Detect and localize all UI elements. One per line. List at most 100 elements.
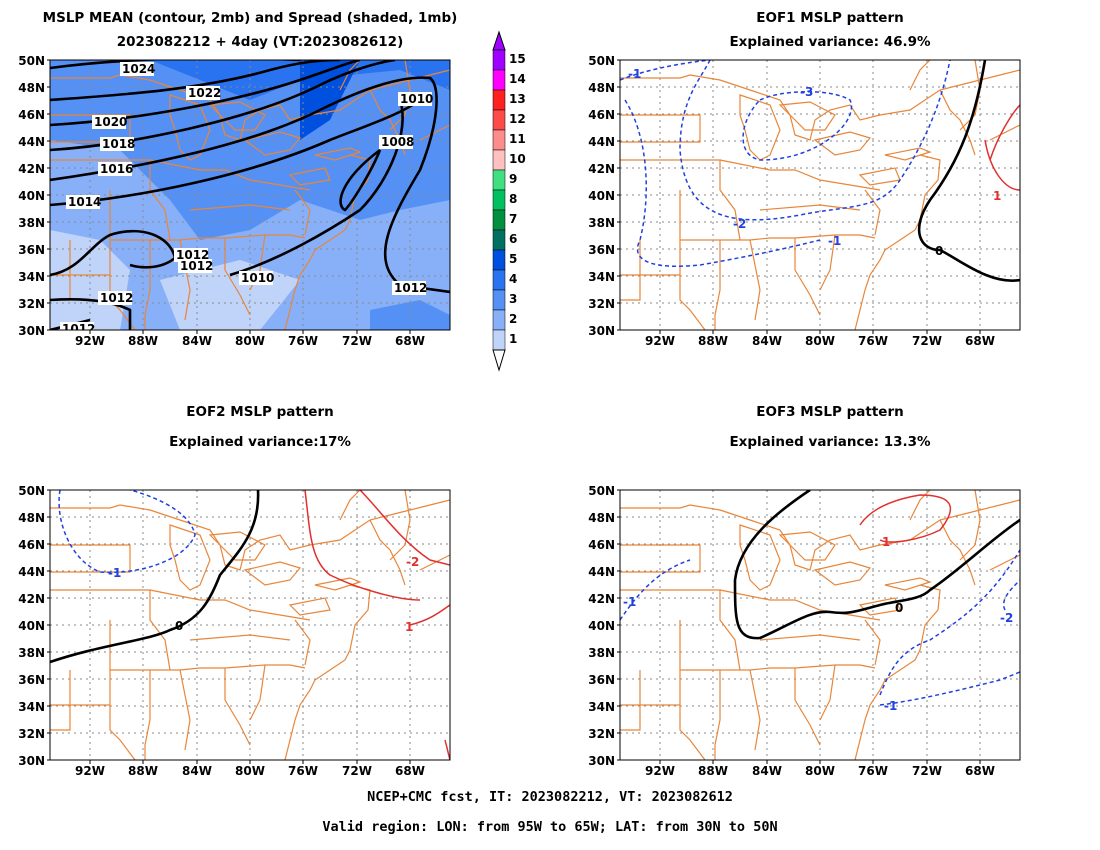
eof2-subtitle: Explained variance:17% [169, 434, 351, 450]
eof1-title: EOF1 MSLP pattern [756, 10, 904, 26]
lat-tick-label: 38N [588, 646, 615, 660]
lat-tick-label: 44N [588, 565, 615, 579]
lon-tick-label: 92W [75, 764, 105, 778]
lat-tick-label: 40N [18, 189, 45, 203]
lat-tick-label: 38N [18, 216, 45, 230]
colorbar-swatch [492, 209, 506, 231]
colorbar-label: 4 [509, 272, 517, 286]
colorbar-label: 15 [509, 52, 526, 66]
mean-subtitle: 2023082212 + 4day (VT:2023082612) [116, 34, 404, 50]
contour-label-1012a: 1012 [176, 248, 209, 262]
lat-tick-label: 36N [18, 243, 45, 257]
lat-tick-label: 42N [18, 592, 45, 606]
lat-tick-label: 32N [18, 727, 45, 741]
footer-line2: Valid region: LON: from 95W to 65W; LAT:… [322, 819, 778, 835]
eof1-label-neg1b: -1 [828, 234, 841, 248]
lat-tick-label: 30N [588, 754, 615, 768]
lon-tick-label: 84W [752, 764, 782, 778]
colorbar-swatch [492, 69, 506, 91]
lat-tick-label: 42N [18, 162, 45, 176]
eof2-label-neg2: -2 [406, 555, 419, 569]
lat-tick-label: 50N [588, 54, 615, 68]
eof1-subtitle: Explained variance: 46.9% [729, 34, 931, 50]
lat-tick-label: 30N [18, 754, 45, 768]
eof2-label-neg1: -1 [108, 566, 121, 580]
colorbar-label: 14 [509, 72, 526, 86]
colorbar-label: 13 [509, 92, 526, 106]
colorbar-label: 1 [509, 332, 517, 346]
lon-tick-label: 88W [698, 764, 728, 778]
lon-tick-label: 68W [965, 764, 995, 778]
mean-title: MSLP MEAN (contour, 2mb) and Spread (sha… [42, 10, 458, 26]
lon-tick-label: 72W [342, 764, 372, 778]
lon-tick-label: 72W [912, 334, 942, 348]
lat-tick-label: 50N [18, 54, 45, 68]
lat-tick-label: 50N [588, 484, 615, 498]
lon-tick-label: 76W [858, 764, 888, 778]
contour-label-1010b: 1010 [400, 92, 433, 106]
colorbar-swatch [492, 149, 506, 171]
lon-tick-label: 72W [912, 764, 942, 778]
eof1-label-neg1a: -1 [628, 67, 641, 81]
lat-tick-label: 48N [18, 511, 45, 525]
lon-tick-label: 88W [128, 764, 158, 778]
lon-tick-label: 84W [182, 334, 212, 348]
lat-tick-label: 46N [588, 538, 615, 552]
lat-tick-label: 48N [588, 81, 615, 95]
eof3-title: EOF3 MSLP pattern [756, 404, 904, 420]
contour-label-1012d: 1012 [394, 281, 427, 295]
eof2-label-zero: 0 [175, 619, 183, 633]
lat-tick-label: 44N [18, 135, 45, 149]
colorbar-swatch [492, 109, 506, 131]
colorbar-label: 12 [509, 112, 526, 126]
lon-tick-label: 80W [805, 334, 835, 348]
colorbar-label: 11 [509, 132, 526, 146]
colorbar-swatch [492, 89, 506, 111]
eof3-map: -1 1 0 -1 -2 [620, 490, 1020, 760]
contour-label-1008: 1008 [381, 135, 414, 149]
colorbar-swatch [492, 309, 506, 331]
lat-tick-label: 46N [18, 108, 45, 122]
lat-tick-label: 42N [588, 162, 615, 176]
lat-tick-label: 40N [18, 619, 45, 633]
lon-tick-label: 76W [858, 334, 888, 348]
eof3-label-neg2: -2 [1000, 611, 1013, 625]
colorbar-label: 3 [509, 292, 517, 306]
colorbar-swatch [492, 49, 506, 71]
eof1-map: -1 -3 -2 -1 1 0 [620, 60, 1020, 330]
lon-tick-label: 76W [288, 764, 318, 778]
colorbar-swatch [492, 249, 506, 271]
lon-tick-label: 80W [235, 334, 265, 348]
footer-line1: NCEP+CMC fcst, IT: 2023082212, VT: 20230… [367, 789, 733, 805]
colorbar-label: 8 [509, 192, 517, 206]
lat-tick-label: 44N [588, 135, 615, 149]
contour-label-1018: 1018 [102, 137, 135, 151]
colorbar-label: 9 [509, 172, 517, 186]
contour-label-1024: 1024 [122, 62, 155, 76]
eof1-label-neg3: -3 [800, 85, 813, 99]
colorbar-label: 6 [509, 232, 517, 246]
lat-tick-label: 36N [588, 673, 615, 687]
lat-tick-label: 32N [18, 297, 45, 311]
contour-label-1022: 1022 [188, 86, 221, 100]
colorbar-swatch [492, 329, 506, 351]
contour-label-1014: 1014 [68, 195, 101, 209]
lon-tick-label: 84W [182, 764, 212, 778]
contour-label-1016: 1016 [100, 162, 133, 176]
lon-tick-label: 92W [75, 334, 105, 348]
contour-label-1020: 1020 [94, 115, 127, 129]
lat-tick-label: 32N [588, 727, 615, 741]
eof1-label-pos1: 1 [993, 189, 1001, 203]
contour-label-1012e: 1012 [62, 322, 95, 336]
lat-tick-label: 38N [18, 646, 45, 660]
lon-tick-label: 72W [342, 334, 372, 348]
lon-tick-label: 84W [752, 334, 782, 348]
colorbar-label: 2 [509, 312, 517, 326]
eof1-label-zero: 0 [935, 244, 943, 258]
contour-label-1010a: 1010 [241, 271, 274, 285]
lat-tick-label: 30N [588, 324, 615, 338]
eof3-label-neg1b: -1 [884, 699, 897, 713]
eof3-subtitle: Explained variance: 13.3% [729, 434, 931, 450]
eof3-label-neg1a: -1 [623, 595, 636, 609]
colorbar-swatch [492, 169, 506, 191]
